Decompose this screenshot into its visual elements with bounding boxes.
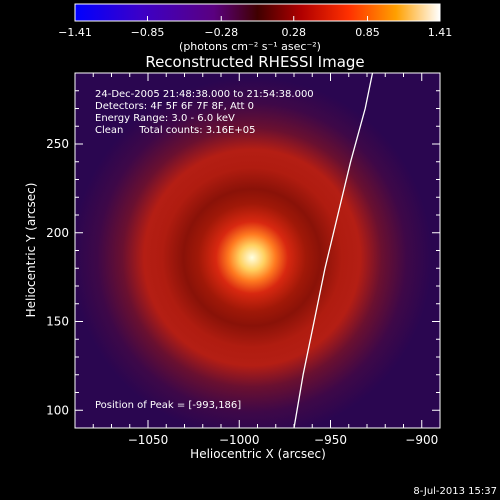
colorbar-tick-label: −1.41 [58,26,92,39]
solar-limb-curve [293,73,374,428]
colorbar [74,3,441,22]
x-tick-label: −1000 [219,433,260,447]
colorbar-tick-label: 0.28 [281,26,306,39]
annotation-time-range: 24-Dec-2005 21:48:38.000 to 21:54:38.000 [95,89,314,100]
colorbar-tick-label: −0.85 [131,26,165,39]
annotation-clean-counts: Clean Total counts: 3.16E+05 [95,125,255,136]
x-axis-ticks: −1050 −1000 −950 −900 [74,73,441,447]
y-tick-label: 150 [46,315,69,329]
annotation-block: 24-Dec-2005 21:48:38.000 to 21:54:38.000… [95,89,314,136]
x-axis-label: Heliocentric X (arcsec) [190,447,326,461]
chart-title: Reconstructed RHESSI Image [145,53,364,71]
annotation-energy-range: Energy Range: 3.0 - 6.0 keV [95,113,235,124]
y-axis-ticks: 100 150 200 250 [46,72,440,429]
annotation-detectors: Detectors: 4F 5F 6F 7F 8F, Att 0 [95,101,254,112]
colorbar-label: (photons cm⁻² s⁻¹ asec⁻²) [179,40,321,53]
x-tick-label: −900 [405,433,438,447]
y-tick-label: 200 [46,226,69,240]
y-tick-label: 100 [46,403,69,417]
y-tick-label: 250 [46,137,69,151]
y-axis-label: Heliocentric Y (arcsec) [24,183,38,318]
heatmap-image [75,73,440,428]
colorbar-tick-label: 0.85 [355,26,380,39]
footer-date: 8-Jul-2013 15:37 [413,486,497,497]
peak-position-label: Position of Peak = [-993,186] [95,400,241,411]
colorbar-ticks: −1.41 −0.85 −0.28 0.28 0.85 1.41 [58,16,452,39]
colorbar-tick-label: −0.28 [204,26,238,39]
colorbar-tick-label: 1.41 [428,26,453,39]
x-tick-label: −1050 [128,433,169,447]
x-tick-label: −950 [314,433,347,447]
